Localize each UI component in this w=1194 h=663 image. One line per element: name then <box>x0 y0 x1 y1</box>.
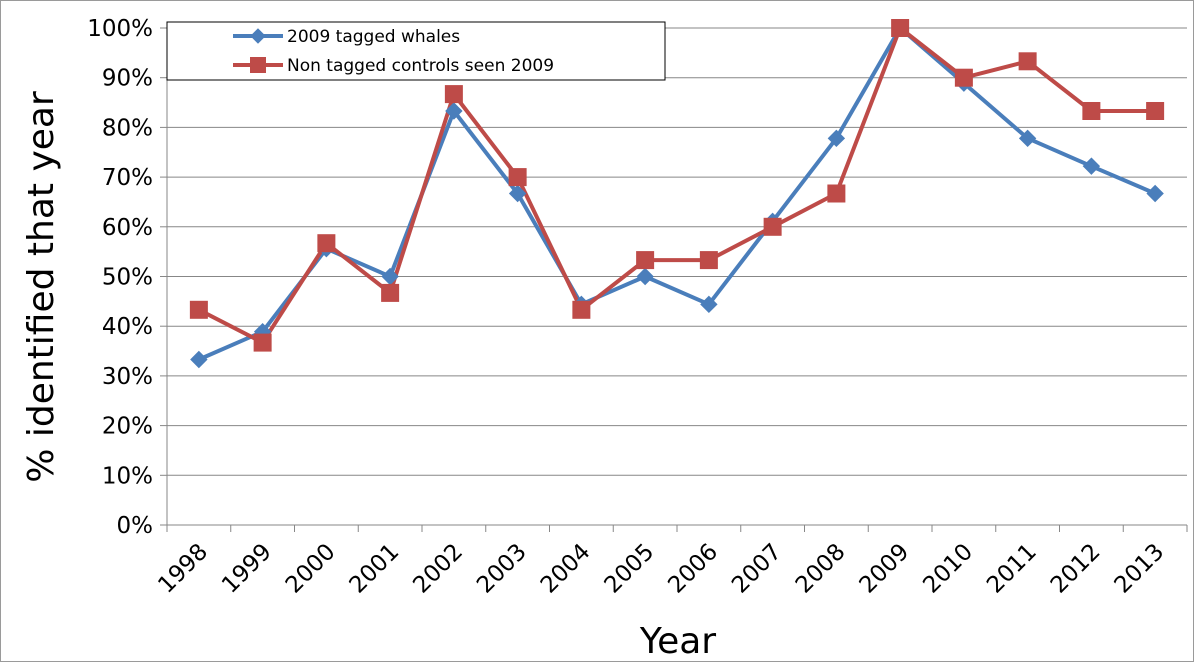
y-tick-label: 60% <box>102 215 153 241</box>
series-2-point <box>189 300 208 319</box>
x-tick-labels: 1998 1999 2000 2001 2002 2003 2004 2005 2006 2007… <box>153 539 1169 599</box>
series-2-point <box>444 85 463 104</box>
y-tick-label: 100% <box>87 16 153 42</box>
series-2-point <box>636 251 655 270</box>
gridlines <box>167 27 1187 476</box>
y-tick-label: 90% <box>102 66 153 92</box>
legend-entries: 2009 tagged whales Non tagged controls se… <box>233 27 554 76</box>
series-1-point <box>190 350 208 369</box>
x-tick-label: 1998 <box>153 539 213 599</box>
series-2-point <box>699 251 718 270</box>
x-tick-label: 2004 <box>536 539 596 599</box>
series-lines <box>196 26 1158 362</box>
y-tick-label: 0% <box>117 513 154 539</box>
y-axis-title: % identified that year <box>21 91 62 483</box>
series-1-point <box>1082 157 1101 175</box>
axes <box>160 27 1188 532</box>
y-tick-label: 50% <box>102 265 153 291</box>
series-line-2 <box>196 26 1158 345</box>
y-tick-label: 40% <box>102 314 153 340</box>
x-tick-label: 2010 <box>918 539 978 599</box>
series-markers <box>189 19 1165 369</box>
series-2-point <box>253 333 272 352</box>
x-tick-label: 1999 <box>217 539 277 599</box>
series-1-point <box>445 102 463 120</box>
x-tick-label: 2009 <box>855 539 915 599</box>
series-1-point <box>827 129 846 148</box>
x-tick-label: 2012 <box>1046 539 1106 599</box>
y-tick-label: 30% <box>102 364 153 390</box>
series-1-point <box>508 184 527 203</box>
x-tick-label: 2001 <box>345 539 405 599</box>
x-axis-title: Year <box>639 621 716 662</box>
y-tick-labels: 0% 10% 20% 30% 40% 50% 60% 70% 80% 90% 100% <box>87 16 153 539</box>
y-tick-label: 20% <box>102 414 153 440</box>
series-2-point <box>381 283 400 302</box>
x-tick-label: 2011 <box>982 539 1042 599</box>
series-line-1 <box>196 26 1158 362</box>
series-1-point <box>636 267 654 286</box>
x-tick-label: 2000 <box>281 539 341 599</box>
legend-marker-1 <box>250 28 266 44</box>
x-tick-label: 2008 <box>791 539 851 599</box>
y-tick-label: 70% <box>102 165 153 191</box>
series-2-point <box>763 217 782 236</box>
series-2-point <box>1146 101 1165 120</box>
x-tick-label: 2006 <box>663 539 723 599</box>
x-tick-label: 2003 <box>472 539 532 599</box>
series-2-point <box>572 300 591 319</box>
series-2-point <box>1018 52 1037 71</box>
x-tick-label: 2002 <box>408 539 468 599</box>
y-tick-label: 10% <box>102 463 153 489</box>
legend-label-2: Non tagged controls seen 2009 <box>287 56 554 76</box>
y-tick-label: 80% <box>102 115 153 141</box>
series-2-point <box>317 234 336 253</box>
x-tick-label: 2013 <box>1110 539 1170 599</box>
series-1-point <box>700 295 718 314</box>
series-1-point <box>1146 184 1164 203</box>
series-1-point <box>1018 129 1037 148</box>
legend-label-1: 2009 tagged whales <box>287 27 460 47</box>
series-2-point <box>954 68 973 87</box>
series-2-point <box>1082 101 1101 120</box>
series-2-point <box>827 184 846 203</box>
x-tick-label: 2007 <box>727 539 787 599</box>
x-tick-label: 2005 <box>600 539 660 599</box>
legend-marker-2 <box>250 57 266 73</box>
series-2-point <box>508 168 527 187</box>
series-2-point <box>891 19 910 37</box>
legend: 2009 tagged whales Non tagged controls se… <box>166 21 666 81</box>
